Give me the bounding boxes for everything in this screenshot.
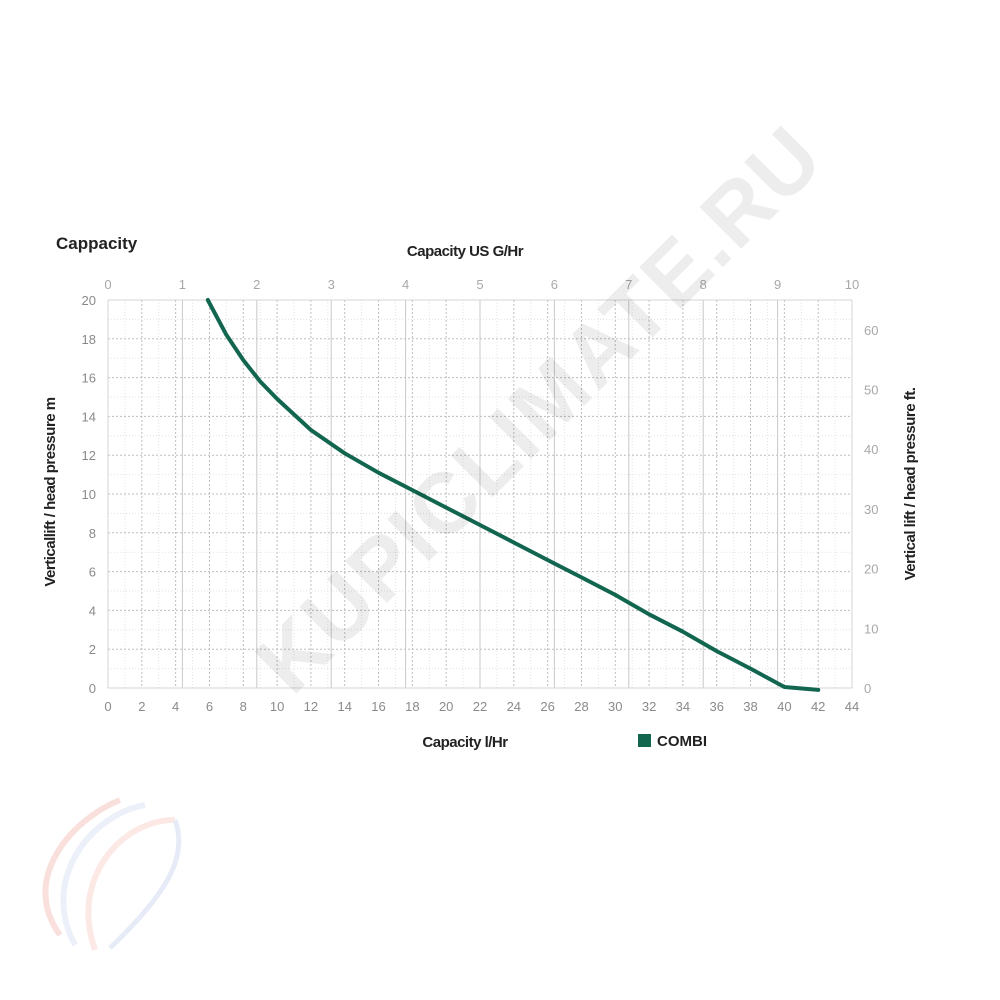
chart-title: Cappacity (56, 234, 138, 253)
x-tick-label: 44 (845, 699, 859, 714)
x-tick-label: 16 (371, 699, 385, 714)
x-tick-label: 12 (304, 699, 318, 714)
x-tick-label: 6 (206, 699, 213, 714)
x-tick-label: 4 (172, 699, 179, 714)
x2-axis-label: Capacity US G/Hr (407, 243, 524, 260)
y2-axis-label: Vertical lift / head pressure ft. (902, 387, 919, 580)
x-tick-label: 38 (743, 699, 757, 714)
x-tick-label: 42 (811, 699, 825, 714)
x-tick-label: 2 (138, 699, 145, 714)
y-tick-label: 16 (82, 371, 96, 386)
y-axis-label: Verticallift / head pressure m (42, 397, 59, 586)
y-tick-label: 14 (82, 409, 96, 424)
x-tick-label: 22 (473, 699, 487, 714)
legend-swatch (638, 734, 651, 747)
x-tick-label: 36 (709, 699, 723, 714)
x2-tick-label: 6 (551, 277, 558, 292)
y2-tick-label: 40 (864, 442, 878, 457)
x2-tick-label: 10 (845, 277, 859, 292)
y2-tick-label: 60 (864, 323, 878, 338)
x-tick-label: 20 (439, 699, 453, 714)
series-line-combi (205, 298, 821, 692)
plot-area-border (107, 299, 853, 689)
x2-tick-label: 8 (700, 277, 707, 292)
x-tick-label: 32 (642, 699, 656, 714)
legend-label: COMBI (657, 733, 707, 750)
x2-tick-label: 1 (179, 277, 186, 292)
y-tick-label: 6 (89, 565, 96, 580)
x-tick-label: 8 (240, 699, 247, 714)
x2-tick-label: 3 (328, 277, 335, 292)
x-tick-label: 34 (676, 699, 690, 714)
x-tick-label: 0 (104, 699, 111, 714)
y-tick-label: 0 (89, 681, 96, 696)
logo-swirl-icon (42, 797, 182, 952)
y-tick-label: 8 (89, 526, 96, 541)
x-axis-label: Capacity l/Hr (422, 734, 508, 751)
y-tick-label: 20 (82, 293, 96, 308)
x-tick-label: 14 (337, 699, 351, 714)
x2-tick-label: 9 (774, 277, 781, 292)
x2-tick-label: 4 (402, 277, 409, 292)
plot-grid (107, 299, 853, 689)
x-tick-label: 10 (270, 699, 284, 714)
y-tick-label: 2 (89, 642, 96, 657)
y2-tick-label: 10 (864, 621, 878, 636)
y2-tick-label: 20 (864, 562, 878, 577)
y2-tick-label: 30 (864, 502, 878, 517)
y-tick-label: 10 (82, 487, 96, 502)
y2-tick-label: 0 (864, 681, 871, 696)
x-tick-label: 26 (540, 699, 554, 714)
x-tick-label: 24 (507, 699, 521, 714)
x2-tick-label: 2 (253, 277, 260, 292)
y2-tick-label: 50 (864, 383, 878, 398)
x-tick-label: 30 (608, 699, 622, 714)
y-tick-label: 12 (82, 448, 96, 463)
y-tick-label: 18 (82, 332, 96, 347)
x-tick-label: 18 (405, 699, 419, 714)
x2-tick-label: 0 (104, 277, 111, 292)
x-tick-label: 28 (574, 699, 588, 714)
y-tick-label: 4 (89, 603, 96, 618)
x2-tick-label: 7 (625, 277, 632, 292)
x2-tick-label: 5 (476, 277, 483, 292)
x-tick-label: 40 (777, 699, 791, 714)
legend: COMBI (638, 733, 707, 750)
